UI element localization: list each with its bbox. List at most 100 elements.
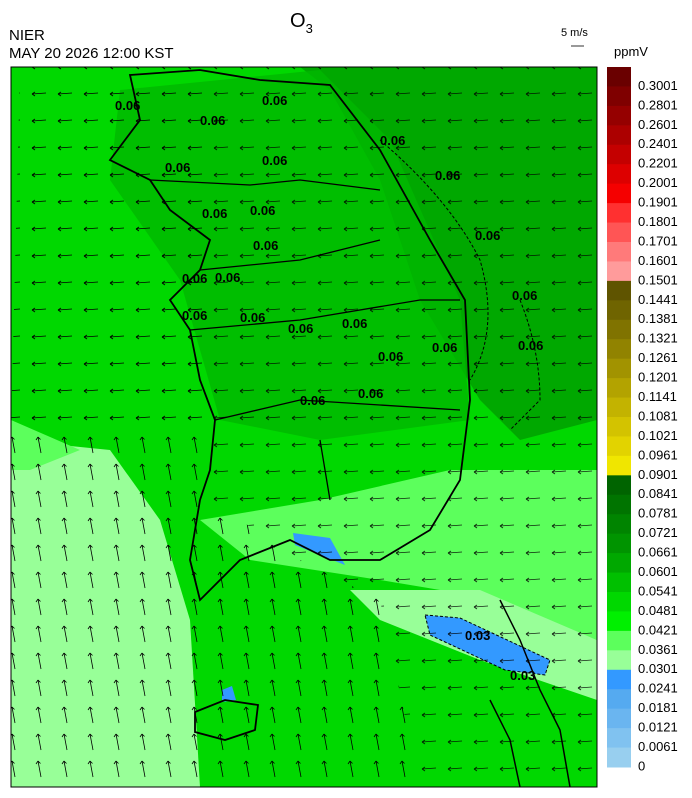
contour-label: 0.06 (342, 316, 367, 331)
contour-label: 0.06 (380, 133, 405, 148)
colorbar-swatch (607, 378, 631, 399)
colorbar-swatch (607, 280, 631, 301)
colorbar-label: 0.1381 (638, 311, 678, 326)
contour-label: 0.06 (512, 288, 537, 303)
colorbar-swatch (607, 455, 631, 476)
colorbar-label: 0.1321 (638, 331, 678, 346)
colorbar-swatch (607, 358, 631, 379)
contour-label: 0.03 (510, 668, 535, 683)
contour-label: 0.06 (250, 203, 275, 218)
colorbar-swatch (607, 261, 631, 282)
colorbar-unit: ppmV (614, 44, 648, 59)
datetime: MAY 20 2026 12:00 KST (9, 45, 174, 62)
contour-label: 0.06 (432, 340, 457, 355)
colorbar-label: 0.2601 (638, 117, 678, 132)
colorbar-swatch (607, 67, 631, 87)
colorbar-swatch (607, 397, 631, 418)
colorbar-label: 0.0961 (638, 447, 678, 462)
wind-arrows-west (11, 67, 210, 430)
colorbar-label: 0.1601 (638, 253, 678, 268)
colorbar-swatch (607, 300, 631, 321)
map-frame (10, 66, 598, 788)
colorbar-label: 0.0421 (638, 622, 678, 637)
colorbar-label: 0.2401 (638, 136, 678, 151)
colorbar-swatch (607, 417, 631, 437)
contour-label: 0.06 (240, 310, 265, 325)
colorbar-label: 0.0541 (638, 583, 678, 598)
wind-arrows-south (11, 430, 420, 787)
colorbar-swatch (607, 105, 631, 126)
colorbar-swatch (607, 553, 631, 574)
colorbar-swatch (607, 242, 631, 262)
colorbar-label: 0.0061 (638, 739, 678, 754)
contour-label: 0.06 (253, 238, 278, 253)
colorbar-swatch (607, 436, 631, 457)
colorbar-swatch (607, 669, 631, 690)
province-borders (149, 179, 461, 501)
colorbar-swatch (607, 144, 631, 165)
colorbar-swatch (607, 339, 631, 360)
colorbar-swatch (607, 203, 631, 224)
contour-label: 0.06 (288, 321, 313, 336)
colorbar-label: 0.0601 (638, 564, 678, 579)
contour-label: 0.06 (358, 386, 383, 401)
contour-label: 0.06 (262, 153, 287, 168)
contour-label: 0.06 (475, 228, 500, 243)
colorbar-swatch (607, 747, 631, 768)
colorbar-swatch (607, 514, 631, 535)
colorbar-swatch (607, 572, 631, 593)
colorbar-label: 0.0361 (638, 642, 678, 657)
colorbar-label: 0.1021 (638, 428, 678, 443)
colorbar-label: 0.1141 (638, 389, 677, 404)
colorbar-swatch (607, 611, 631, 632)
colorbar: 0.3001 0.2801 0.2601 0.2401 0.2201 0.2001 0.19… (607, 67, 678, 773)
colorbar-swatch (607, 650, 631, 671)
colorbar-label: 0.1081 (638, 408, 678, 423)
colorbar-label: 0.0781 (638, 506, 678, 521)
jeju-island (194, 699, 259, 741)
contour-label: 0.06 (215, 270, 240, 285)
contour-label: 0.06 (200, 113, 225, 128)
colorbar-swatch (607, 533, 631, 554)
japan-coast (489, 599, 571, 787)
colorbar-label: 0.0241 (638, 681, 678, 696)
map: 0.06 0.06 0.06 0.06 0.06 0.06 0.06 0.06 0.06 0.06… (11, 67, 597, 787)
contour-label: 0.06 (518, 338, 543, 353)
contour-label: 0.06 (182, 271, 207, 286)
colorbar-swatch (607, 164, 631, 185)
colorbar-label: 0.0661 (638, 545, 678, 560)
colorbar-swatch (607, 183, 631, 204)
colorbar-label: 0.0721 (638, 525, 678, 540)
colorbar-label: 0.0481 (638, 603, 678, 618)
contour-label: 0.06 (115, 98, 140, 113)
colorbar-label: 0.1261 (638, 350, 678, 365)
colorbar-swatch (607, 728, 631, 749)
colorbar-label: 0.1441 (638, 292, 678, 307)
colorbar-label: 0.2801 (638, 97, 678, 112)
contour-label: 0.06 (165, 160, 190, 175)
colorbar-swatch (607, 125, 631, 146)
colorbar-label: 0.1501 (638, 272, 678, 287)
contour-labels: 0.06 0.06 0.06 0.06 0.06 0.06 0.06 0.06 0.06 0.06… (115, 93, 543, 683)
contour-label: 0.03 (465, 628, 490, 643)
coastline (108, 69, 471, 602)
contour-label: 0.06 (378, 349, 403, 364)
colorbar-swatch (607, 689, 631, 710)
colorbar-label: 0.0901 (638, 467, 678, 482)
colorbar-label: 0.0121 (638, 720, 678, 735)
agency: NIER (9, 27, 45, 44)
contour-label: 0.06 (182, 308, 207, 323)
colorbar-label: 0.3001 (638, 78, 678, 93)
colorbar-label: 0.1201 (638, 370, 678, 385)
colorbar-swatch (607, 708, 631, 729)
colorbar-label: 0.2201 (638, 156, 678, 171)
colorbar-label: 0 (638, 758, 645, 773)
wind-arrows-east (210, 67, 597, 787)
colorbar-swatch (607, 222, 631, 243)
contour-label: 0.06 (300, 393, 325, 408)
colorbar-swatch (607, 475, 631, 496)
colorbar-label: 0.1801 (638, 214, 678, 229)
colorbar-label: 0.0841 (638, 486, 678, 501)
